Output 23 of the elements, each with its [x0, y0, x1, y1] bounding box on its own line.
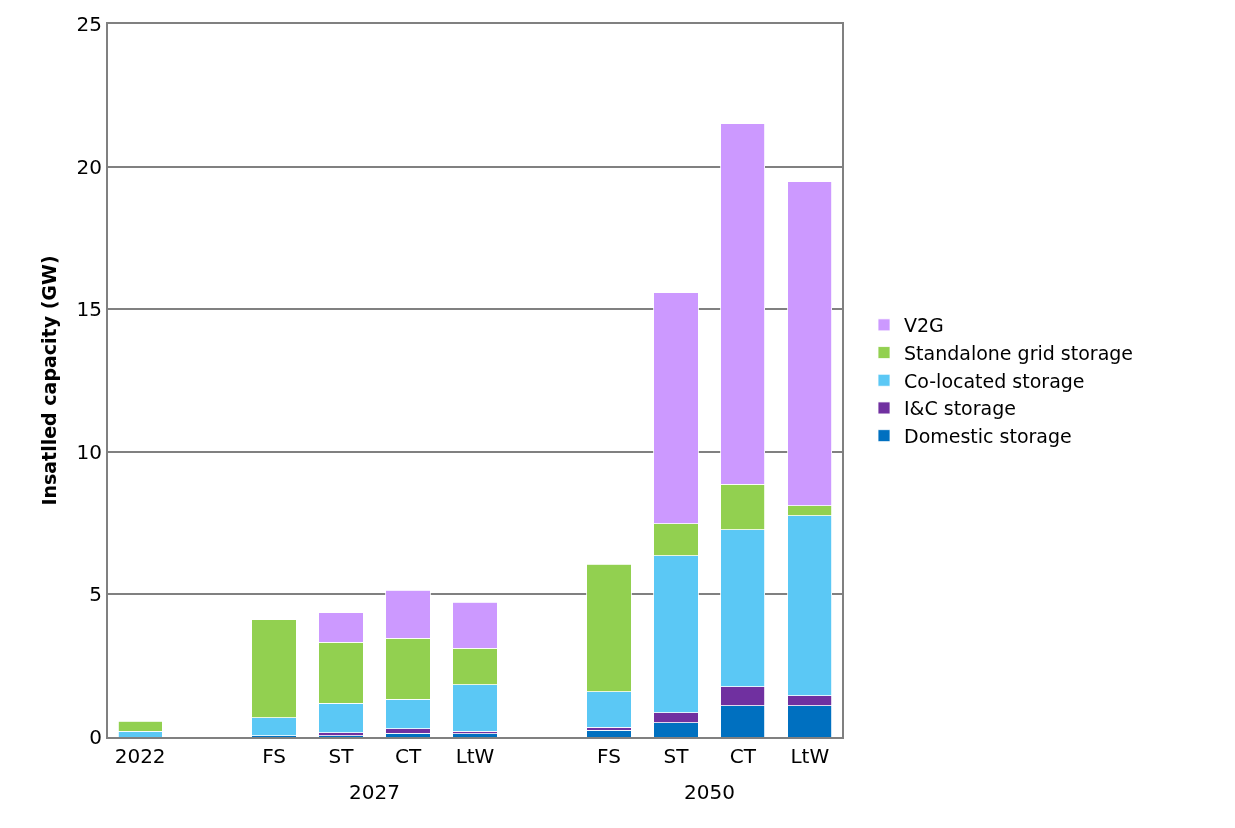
text: 2050 [684, 780, 735, 804]
y-axis-title: Insatlled capacity (GW) [37, 255, 60, 506]
x-tick-label: LtW [455, 744, 495, 768]
y-tick-label: 5 [89, 582, 102, 607]
x-tick-label: CT [729, 744, 757, 768]
x-tick-label: ST [328, 744, 355, 768]
y-tick-label: 15 [76, 297, 102, 322]
text: 2027 [349, 780, 400, 804]
y-tick-label: 25 [76, 12, 102, 36]
y-tick-label: 0 [89, 725, 102, 749]
x-tick-label: FS [597, 744, 621, 768]
y-tick-label: 10 [76, 439, 102, 464]
y-tick-label: 20 [76, 154, 102, 179]
x-tick-label: 2022 [114, 744, 166, 768]
legend-label: Domestic storage [904, 425, 1072, 448]
legend-label: Standalone grid storage [904, 341, 1134, 364]
legend-label: Co-located storage [904, 369, 1085, 392]
legend-label: V2G [904, 314, 944, 337]
x-tick-label: ST [663, 744, 690, 768]
x-tick-label: LtW [790, 744, 830, 768]
x-tick-label: CT [394, 744, 422, 768]
legend-label: I&C storage [904, 397, 1016, 420]
x-tick-label: FS [262, 744, 287, 768]
